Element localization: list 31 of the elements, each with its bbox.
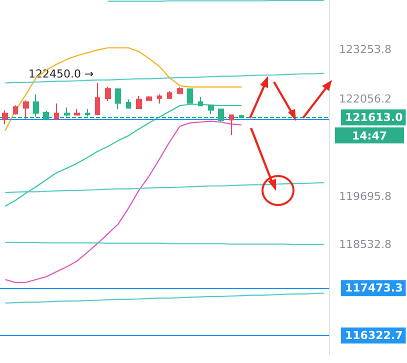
candlestick [33, 94, 39, 118]
candlestick [208, 104, 214, 115]
y-tick-label: 119695.8 [339, 190, 392, 203]
candlestick [126, 98, 131, 109]
candlestick [136, 96, 142, 109]
line-series [4, 47, 242, 132]
candlestick [229, 114, 234, 136]
y-tick-label: 118532.8 [339, 238, 392, 251]
candlestick [54, 103, 59, 120]
text: 14:47 [352, 129, 388, 142]
candlestick [74, 108, 80, 116]
line-series [4, 120, 242, 284]
ref-line-label: 116322.7 [345, 329, 403, 342]
candlestick [146, 96, 152, 102]
candlestick [167, 90, 172, 99]
y-tick-label: 123253.8 [339, 43, 392, 56]
line-series [4, 104, 242, 207]
candlestick [105, 86, 111, 102]
candlestick [23, 100, 29, 120]
candlestick [115, 88, 121, 110]
candlestick [13, 104, 18, 116]
candlestick [157, 94, 162, 104]
candlestick [2, 110, 8, 125]
candlestick [198, 96, 203, 106]
ref-line-label: 121613.0 [345, 110, 404, 124]
line-series [4, 292, 324, 304]
ref-line-label: 117473.3 [345, 282, 403, 295]
candlestick [95, 82, 100, 116]
candlestick [187, 88, 193, 104]
candlestick [177, 86, 183, 95]
y-tick-label: 122056.2 [339, 92, 392, 106]
